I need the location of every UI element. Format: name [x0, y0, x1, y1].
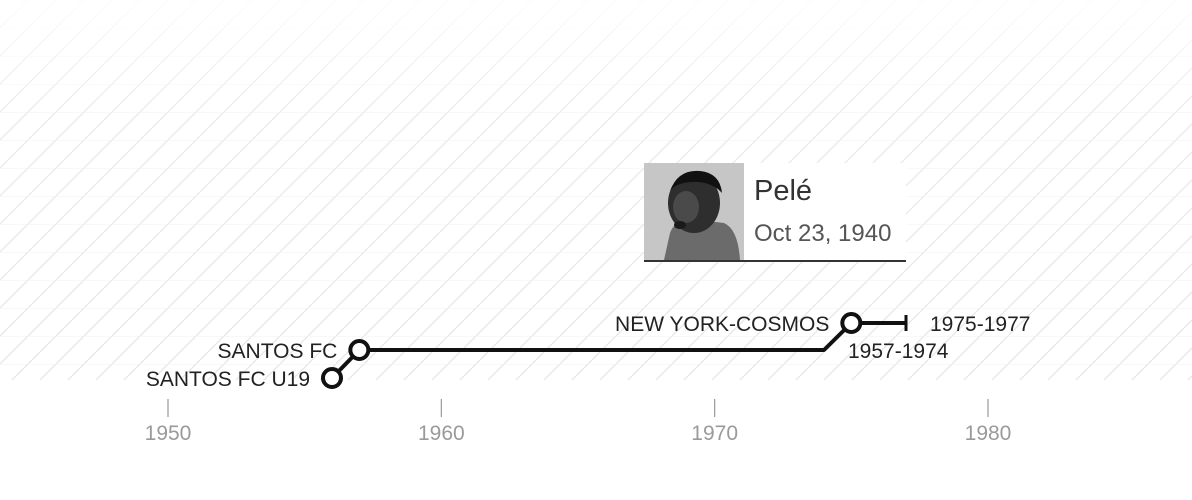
player-birth-date: Oct 23, 1940 [754, 220, 892, 247]
x-axis-tick-label: 1960 [418, 422, 465, 445]
club-start-marker [348, 339, 371, 361]
x-axis: 1950 1960 1970 1980 [145, 399, 1012, 445]
x-axis-tick-label: 1950 [145, 422, 192, 445]
spell-period-label: 1975-1977 [930, 313, 1030, 336]
player-name: Pelé [754, 175, 813, 207]
player-portrait-icon [644, 163, 744, 260]
player-profile-card: Pelé Oct 23, 1940 [644, 163, 906, 262]
santos-spell-line [359, 321, 853, 352]
background-pattern [0, 0, 1192, 380]
spell-period-label: 1957-1974 [848, 340, 949, 363]
x-axis-tick-label: 1970 [691, 422, 738, 445]
club-name-label: SANTOS FC [218, 340, 338, 363]
career-spells: SANTOS FC U19 SANTOS FC NEW YORK-COSMOS 195… [146, 312, 1030, 391]
club-name-label: SANTOS FC U19 [146, 368, 310, 391]
club-name-label: NEW YORK-COSMOS [615, 313, 829, 336]
x-axis-tick-label: 1980 [965, 422, 1012, 445]
club-start-marker [840, 312, 863, 334]
club-start-marker [321, 367, 343, 389]
